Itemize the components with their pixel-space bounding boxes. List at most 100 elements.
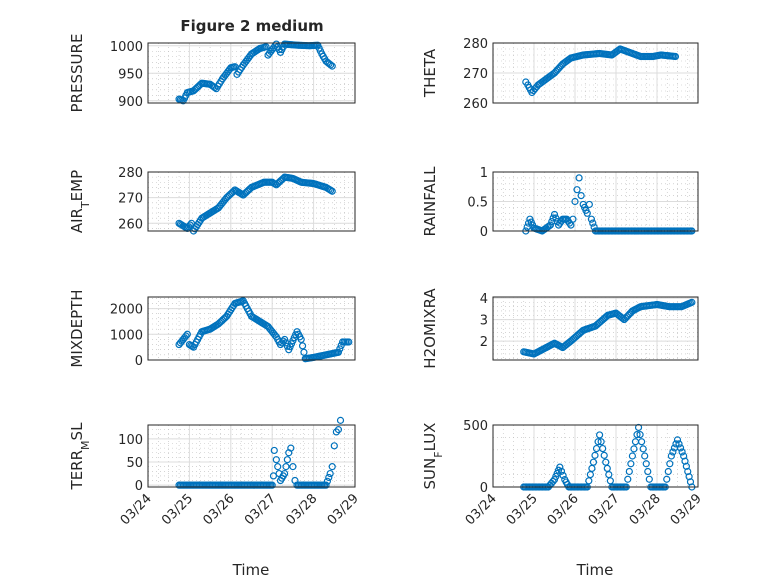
data-point: [600, 451, 608, 459]
data-point: [678, 448, 686, 456]
data-point: [577, 192, 585, 200]
x-tick-label: 03/24: [118, 491, 155, 528]
data-point: [639, 445, 647, 453]
data-point: [186, 221, 194, 229]
data-point: [594, 438, 602, 446]
data-point: [587, 215, 596, 223]
data-point: [550, 210, 559, 219]
x-tick-label: 03/29: [325, 491, 362, 528]
x-tick-label: 03/26: [201, 491, 238, 528]
y-tick-label: 1: [480, 166, 488, 181]
data-point: [630, 445, 638, 453]
y-tick-label: 0: [135, 354, 143, 369]
y-axis-label: RAINFALL: [421, 166, 439, 237]
y-axis-label: AIRTEMP: [68, 170, 92, 233]
axes-box: [492, 171, 699, 232]
data-point: [627, 460, 635, 468]
x-tick-label: 03/24: [463, 491, 500, 528]
y-label-rest: LUX: [421, 423, 439, 452]
y-label-main: MIXDEPTH: [68, 289, 86, 367]
y-label-main: RAINFALL: [421, 166, 439, 237]
axes-background: [493, 425, 698, 487]
data-point: [289, 463, 297, 471]
x-tick-label: 03/28: [283, 491, 320, 528]
data-point: [671, 52, 680, 61]
axes-box: [492, 424, 699, 488]
data-point: [281, 469, 289, 478]
data-point: [298, 342, 307, 350]
data-point: [556, 463, 564, 471]
data-point: [628, 452, 637, 460]
x-tick-label: 03/29: [668, 491, 705, 528]
y-tick-label: 0.5: [467, 196, 488, 211]
data-point: [328, 62, 336, 70]
data-point: [624, 475, 632, 483]
data-point: [282, 463, 290, 471]
data-point: [549, 214, 557, 222]
data-point: [272, 456, 280, 464]
axes-box: [492, 42, 699, 104]
y-tick-label: 270: [118, 192, 143, 207]
y-label-rest: SL: [68, 422, 86, 441]
data-point: [672, 440, 680, 448]
data-point: [666, 460, 674, 468]
data-point: [642, 460, 650, 468]
x-tick-label: 03/27: [586, 491, 623, 528]
data-point: [663, 475, 671, 483]
data-point: [575, 174, 583, 182]
data-point: [619, 314, 627, 323]
x-tick-label: 03/27: [242, 491, 279, 528]
y-label-main: H2OMIXRA: [421, 288, 439, 369]
y-tick-label: 1000: [110, 40, 143, 55]
data-point: [673, 436, 682, 444]
y-tick-label: 950: [118, 67, 143, 82]
data-point: [297, 335, 305, 344]
y-tick-label: 280: [463, 37, 488, 52]
data-point: [569, 215, 577, 223]
data-point: [326, 469, 334, 478]
data-point: [645, 475, 653, 483]
data-point: [634, 423, 643, 432]
y-tick-label: 500: [463, 419, 488, 434]
data-point: [571, 197, 579, 206]
y-tick-label: 260: [118, 217, 143, 232]
data-point: [552, 214, 560, 222]
data-point: [644, 467, 652, 476]
axes-box: [147, 296, 356, 361]
y-label-main: SUN: [421, 458, 439, 490]
data-point: [667, 452, 675, 460]
data-point: [589, 458, 598, 466]
data-point: [330, 442, 338, 450]
y-tick-label: 3: [480, 314, 488, 329]
data-point: [573, 186, 581, 194]
axes-box: [147, 42, 356, 104]
subplot-1: 900 950 1000 PRESSURE: [68, 34, 356, 112]
data-point: [327, 61, 335, 69]
data-point: [322, 481, 330, 489]
data-point: [287, 444, 295, 452]
y-tick-label: 0: [480, 225, 488, 240]
x-tick-label: 03/28: [627, 491, 664, 528]
y-tick-label: 1000: [110, 328, 143, 343]
data-point: [336, 416, 345, 424]
data-point: [274, 463, 282, 471]
data-point: [675, 440, 683, 448]
data-point: [336, 345, 344, 353]
y-tick-label: 280: [118, 166, 143, 181]
y-axis-label: THETA: [421, 48, 439, 98]
x-tick-label: 03/25: [159, 491, 196, 528]
y-label-subscript: M: [79, 440, 92, 450]
axes-box: [147, 424, 356, 488]
data-point: [641, 452, 649, 460]
data-point: [281, 335, 289, 344]
y-axis-label: SUNFLUX: [421, 423, 445, 490]
data-point: [597, 438, 605, 446]
data-point: [262, 43, 270, 51]
x-tick-label: 03/25: [504, 491, 541, 528]
data-point: [599, 444, 607, 453]
y-tick-label: 100: [118, 433, 143, 448]
data-point: [636, 431, 644, 439]
y-label-subscript: T: [79, 201, 92, 209]
